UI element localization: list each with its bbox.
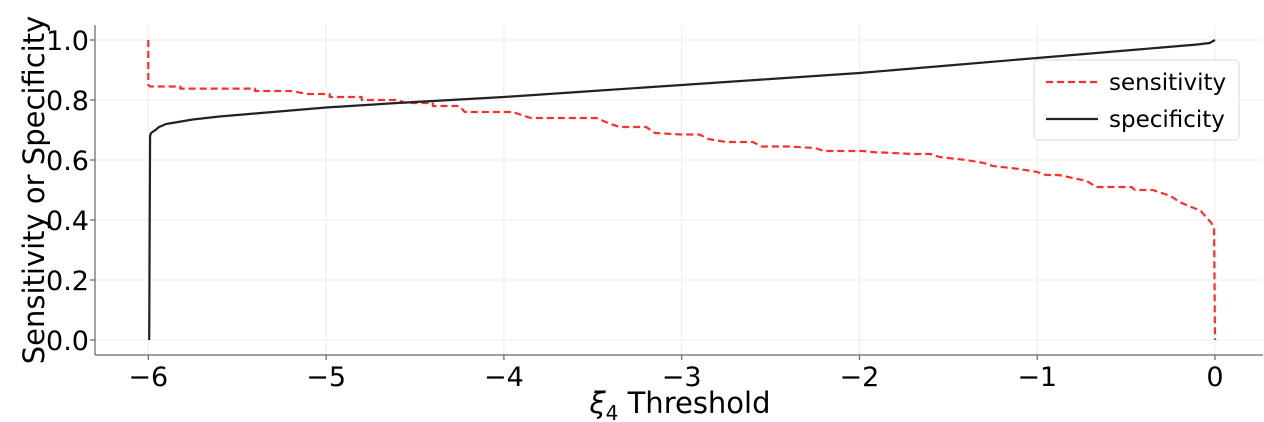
y-tick-label: 1.0 (46, 26, 89, 57)
series-layer (147, 39, 1217, 341)
x-tick-label: −4 (484, 362, 524, 393)
y-tick-label: 0.0 (46, 326, 89, 357)
y-tick-label: 0.8 (46, 86, 89, 117)
axes (90, 25, 1263, 360)
legend: sensitivity specificity (1033, 59, 1240, 141)
specificity-line (148, 39, 1216, 341)
x-tick-label: −6 (128, 362, 168, 393)
y-tick-label: 0.2 (46, 266, 89, 297)
x-tick-label: −3 (662, 362, 702, 393)
legend-label-sensitivity: sensitivity (1109, 70, 1226, 96)
x-tick-label: −2 (840, 362, 880, 393)
sensitivity-line (147, 40, 1217, 341)
x-tick-label: −1 (1017, 362, 1057, 393)
x-tick-label: −5 (306, 362, 346, 393)
y-axis-title: Sensitivity or Specificity (17, 16, 51, 365)
tick-labels: −6 −5 −4 −3 −2 −1 0 0.0 0.2 0.4 0.6 0.8 1.0 (46, 26, 1224, 393)
legend-label-specificity: specificity (1109, 107, 1225, 133)
y-tick-label: 0.4 (46, 206, 89, 237)
x-axis-title: ξ4 Threshold (588, 386, 770, 422)
y-tick-label: 0.6 (46, 146, 89, 177)
x-tick-label: 0 (1206, 362, 1223, 393)
